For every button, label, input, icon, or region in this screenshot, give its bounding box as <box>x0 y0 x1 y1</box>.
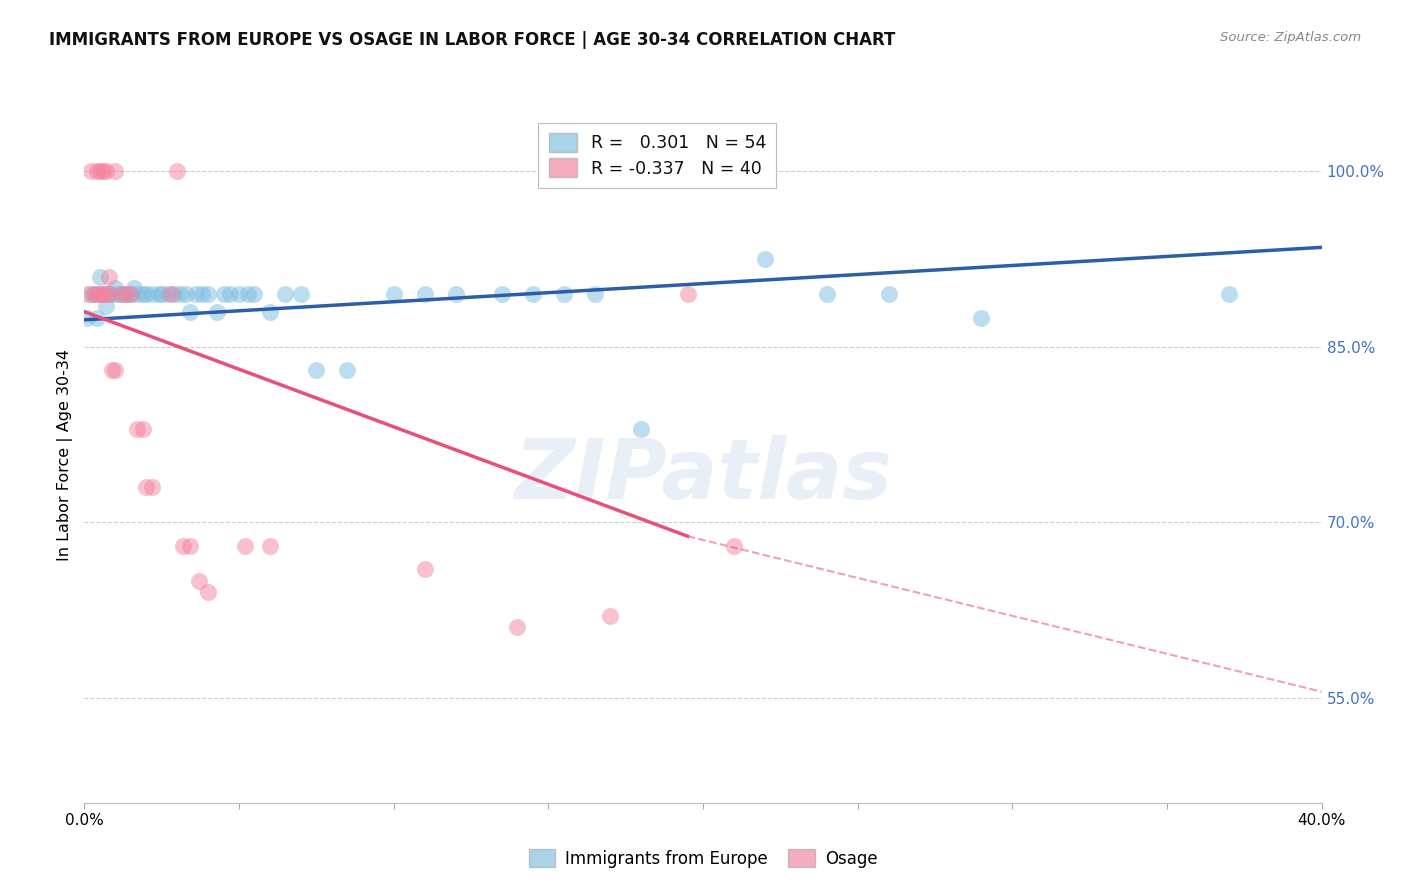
Point <box>104 363 127 377</box>
Point <box>723 539 745 553</box>
Point <box>120 287 142 301</box>
Point <box>163 287 186 301</box>
Point <box>101 287 124 301</box>
Y-axis label: In Labor Force | Age 30-34: In Labor Force | Age 30-34 <box>58 349 73 561</box>
Point <box>305 363 328 377</box>
Point <box>630 422 652 436</box>
Point <box>122 281 145 295</box>
Point <box>290 287 312 301</box>
Point <box>259 539 281 553</box>
Point <box>599 608 621 623</box>
Point <box>132 287 155 301</box>
Point <box>970 310 993 325</box>
Point <box>228 287 250 301</box>
Point <box>114 287 136 301</box>
Point <box>218 287 240 301</box>
Point <box>148 287 170 301</box>
Point <box>89 287 111 301</box>
Point <box>172 539 194 553</box>
Point <box>125 422 148 436</box>
Point <box>259 304 281 318</box>
Point <box>187 574 209 588</box>
Point <box>238 287 260 301</box>
Point <box>104 164 127 178</box>
Point <box>413 562 436 576</box>
Point <box>815 287 838 301</box>
Text: Source: ZipAtlas.com: Source: ZipAtlas.com <box>1220 31 1361 45</box>
Point <box>184 287 207 301</box>
Point <box>274 287 297 301</box>
Point <box>83 287 105 301</box>
Point <box>91 287 114 301</box>
Point <box>661 830 683 845</box>
Point <box>83 287 105 301</box>
Point <box>522 287 544 301</box>
Point <box>110 287 132 301</box>
Point <box>79 164 101 178</box>
Point <box>98 269 121 284</box>
Point <box>98 287 121 301</box>
Point <box>101 363 124 377</box>
Point <box>191 287 214 301</box>
Point <box>382 287 405 301</box>
Point <box>212 287 235 301</box>
Point <box>233 539 256 553</box>
Point <box>110 287 132 301</box>
Point <box>94 164 117 178</box>
Point <box>141 480 163 494</box>
Point <box>444 287 467 301</box>
Point <box>76 310 98 325</box>
Point <box>160 287 183 301</box>
Point <box>120 287 142 301</box>
Point <box>107 287 129 301</box>
Point <box>104 281 127 295</box>
Point <box>86 164 108 178</box>
Point <box>336 363 359 377</box>
Point <box>114 287 136 301</box>
Point <box>117 287 139 301</box>
Point <box>553 287 575 301</box>
Point <box>491 287 513 301</box>
Point <box>94 287 117 301</box>
Point <box>197 287 219 301</box>
Point <box>89 269 111 284</box>
Text: ZIPatlas: ZIPatlas <box>515 435 891 516</box>
Point <box>197 585 219 599</box>
Point <box>207 304 229 318</box>
Point <box>179 539 201 553</box>
Point <box>125 287 148 301</box>
Point <box>413 287 436 301</box>
Point <box>176 287 198 301</box>
Point <box>94 299 117 313</box>
Point <box>91 287 114 301</box>
Point <box>179 304 201 318</box>
Point <box>506 620 529 634</box>
Point <box>583 287 606 301</box>
Point <box>86 287 108 301</box>
Point <box>98 287 121 301</box>
Point <box>76 287 98 301</box>
Legend: Immigrants from Europe, Osage: Immigrants from Europe, Osage <box>522 842 884 874</box>
Point <box>135 480 157 494</box>
Point <box>132 422 155 436</box>
Point <box>243 287 266 301</box>
Point <box>86 310 108 325</box>
Point <box>166 164 188 178</box>
Point <box>1218 287 1240 301</box>
Point <box>141 287 163 301</box>
Point <box>91 164 114 178</box>
Point <box>79 287 101 301</box>
Point <box>169 287 191 301</box>
Point <box>754 252 776 266</box>
Point <box>135 287 157 301</box>
Point <box>877 287 900 301</box>
Text: IMMIGRANTS FROM EUROPE VS OSAGE IN LABOR FORCE | AGE 30-34 CORRELATION CHART: IMMIGRANTS FROM EUROPE VS OSAGE IN LABOR… <box>49 31 896 49</box>
Point <box>89 164 111 178</box>
Point <box>150 287 173 301</box>
Point <box>156 287 179 301</box>
Point <box>676 287 699 301</box>
